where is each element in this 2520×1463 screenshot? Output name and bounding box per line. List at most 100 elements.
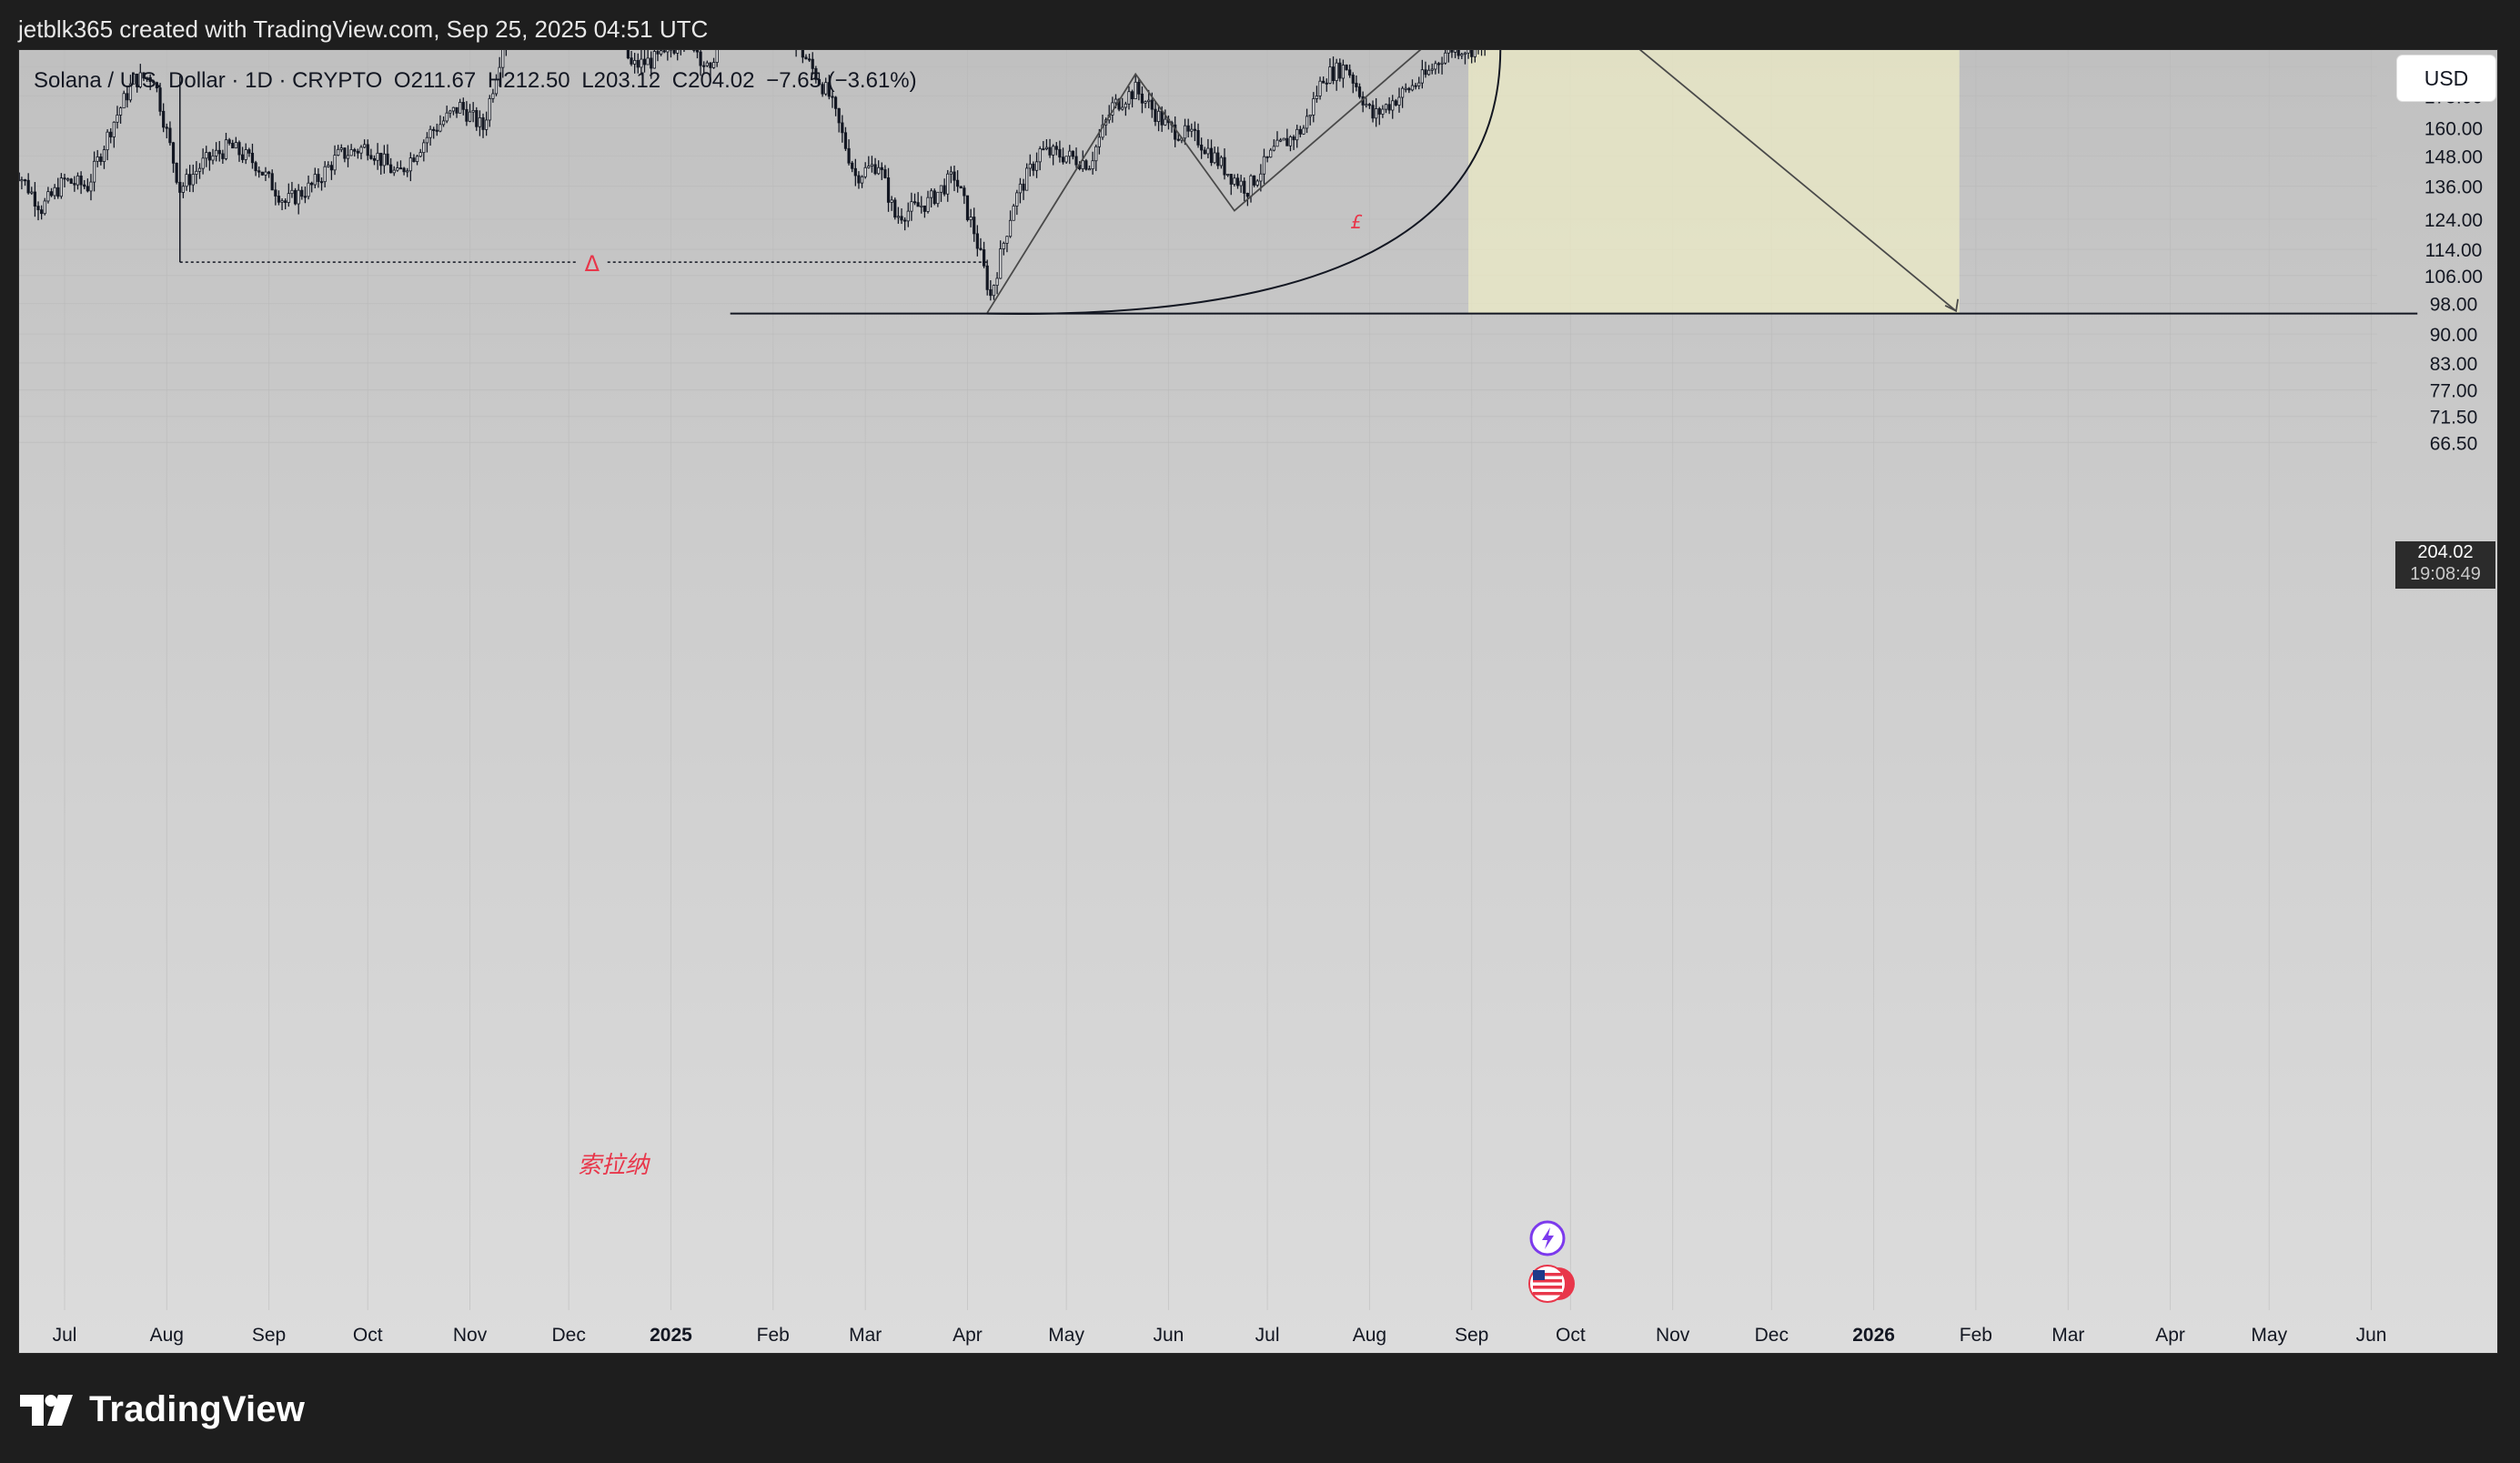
candle-body [1186, 125, 1190, 132]
candle-body [999, 248, 1003, 279]
candle-body [1216, 152, 1220, 166]
time-axis-label: Mar [2051, 1325, 2084, 1346]
candle-body [363, 144, 367, 148]
candle [441, 116, 446, 127]
candle-body [860, 176, 864, 184]
candle [46, 187, 50, 204]
candle-body [337, 148, 340, 156]
candle [886, 167, 891, 212]
candle [1174, 116, 1177, 147]
candle-body [1038, 148, 1042, 163]
candle [333, 145, 337, 176]
candle [465, 101, 469, 126]
candle-body [660, 50, 663, 55]
candle-body [1391, 100, 1395, 111]
candle [1032, 161, 1035, 177]
candle-body [1042, 148, 1045, 151]
candle-body [959, 186, 963, 189]
candle [642, 50, 647, 73]
candle-body [1164, 118, 1167, 126]
candle-body [1121, 106, 1124, 110]
candle-body [886, 177, 891, 203]
time-axis-label: Sep [1455, 1325, 1488, 1346]
symbol-title[interactable]: Solana / U.S. Dollar · 1D · CRYPTO [34, 68, 383, 93]
candle-body [36, 206, 40, 211]
candle [221, 149, 225, 165]
candle [171, 141, 176, 173]
candle [215, 142, 218, 162]
candle-body [1008, 219, 1013, 237]
candle [676, 50, 680, 61]
candle [930, 188, 933, 208]
candle-body [112, 121, 116, 137]
symbol-legend: Solana / U.S. Dollar · 1D · CRYPTO O211.… [34, 68, 922, 94]
candle [1206, 138, 1210, 158]
candle-body [1064, 156, 1068, 163]
candle-body [1272, 146, 1275, 151]
high-value: 212.50 [503, 68, 570, 93]
candle [1087, 165, 1092, 171]
candle-body [1401, 87, 1405, 98]
candle [1233, 174, 1236, 187]
candle [1186, 118, 1190, 137]
candle [1450, 50, 1454, 58]
chart-canvas[interactable]: Δ £ 索拉纳 400.00360.00320.00290.00270.00250.0… [19, 50, 2497, 1353]
chart-pane[interactable]: Δ £ 索拉纳 400.00360.00320.00290.00270.00250.0… [18, 49, 2498, 1354]
candle [851, 160, 854, 173]
candle [66, 177, 70, 182]
candle [1130, 89, 1134, 108]
candle-body [46, 191, 50, 202]
candle [290, 181, 294, 198]
candle [260, 171, 264, 177]
candle-body [333, 155, 337, 171]
candle [392, 166, 396, 177]
candle-body [264, 171, 267, 176]
candle-body [459, 102, 462, 114]
candle-body [53, 187, 56, 197]
candle-body [349, 149, 353, 156]
candle-body [979, 247, 983, 250]
candle [188, 165, 192, 192]
candle-body [1328, 66, 1332, 84]
candle [310, 181, 314, 193]
candle-body [412, 157, 416, 163]
candle-body [870, 164, 874, 166]
candle-body [432, 128, 436, 131]
time-axis-label: Oct [1556, 1325, 1586, 1346]
candle-body [297, 189, 300, 205]
candle [459, 98, 462, 114]
candle [867, 156, 871, 169]
candle-body [715, 50, 719, 63]
candle-body [1176, 138, 1180, 141]
candle-body [1331, 66, 1336, 82]
candle-body [1213, 152, 1216, 164]
currency-button[interactable]: USD [2397, 55, 2495, 101]
candle [1012, 204, 1015, 221]
candle-body [646, 57, 650, 66]
candle-body [1259, 173, 1263, 182]
candle-body [1028, 163, 1032, 169]
candle [122, 90, 126, 109]
candle [1134, 75, 1137, 100]
candle [415, 155, 419, 166]
candle [372, 155, 377, 166]
candle-body [227, 139, 231, 144]
candle [912, 193, 917, 206]
candle-body [1269, 149, 1273, 158]
candle [801, 50, 804, 64]
candle [1239, 175, 1243, 193]
candle [630, 51, 633, 66]
candle-body [1245, 193, 1249, 197]
candle-body [808, 58, 811, 61]
candle [959, 186, 963, 189]
candle-body [92, 160, 96, 183]
candle [1140, 86, 1144, 114]
candle-body [488, 97, 491, 121]
candle-body [1114, 98, 1118, 104]
tradingview-logo[interactable]: TradingView [20, 1389, 305, 1430]
candle [168, 121, 172, 146]
candle-body [284, 200, 287, 203]
candle [1022, 178, 1025, 200]
candle-body [221, 153, 225, 159]
candle-body [267, 171, 271, 175]
